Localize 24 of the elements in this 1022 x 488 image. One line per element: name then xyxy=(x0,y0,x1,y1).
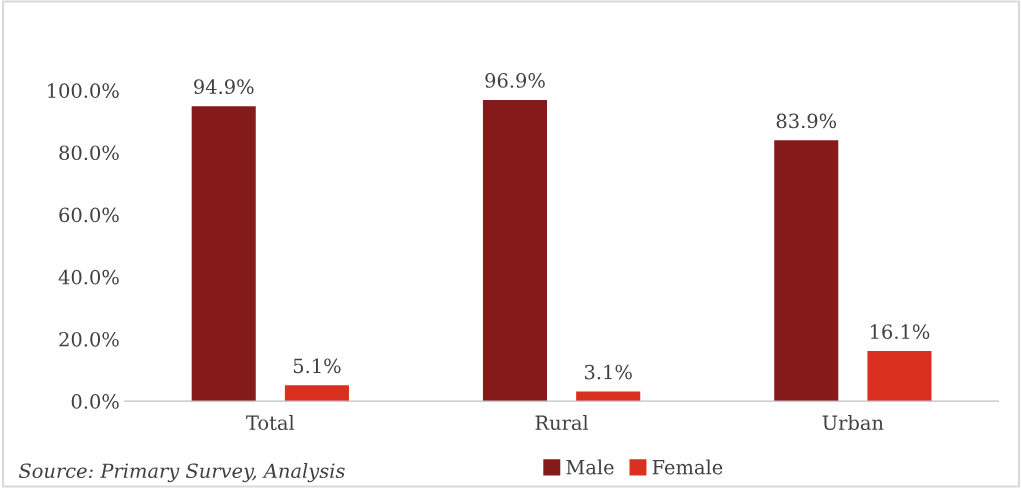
data-label: 16.1% xyxy=(870,324,930,339)
y-tick-label: 0.0% xyxy=(71,394,119,409)
data-label: 3.1% xyxy=(584,364,632,380)
x-tick-label: Rural xyxy=(535,415,589,431)
x-tick-label: Urban xyxy=(822,415,884,431)
bar xyxy=(482,99,548,402)
data-label: 96.9% xyxy=(485,73,545,88)
bar xyxy=(774,140,839,402)
y-tick-label: 40.0% xyxy=(58,269,119,285)
data-label: 83.9% xyxy=(776,113,837,129)
data-label: 5.1% xyxy=(293,358,341,374)
data-label: 94.9% xyxy=(194,79,254,95)
source-note: Source: Primary Survey, Analysis xyxy=(18,463,345,483)
x-tick-label: Total xyxy=(246,415,295,431)
bar xyxy=(284,385,349,402)
bar xyxy=(191,106,256,402)
legend-label: Male xyxy=(566,459,614,475)
y-tick-label: 60.0% xyxy=(59,207,119,223)
bar xyxy=(867,351,932,402)
y-tick-label: 20.0% xyxy=(59,331,119,347)
y-tick-label: 100.0% xyxy=(48,83,119,98)
bar xyxy=(576,391,641,402)
legend-label: Female xyxy=(652,459,723,475)
y-tick-label: 80.0% xyxy=(59,145,119,161)
